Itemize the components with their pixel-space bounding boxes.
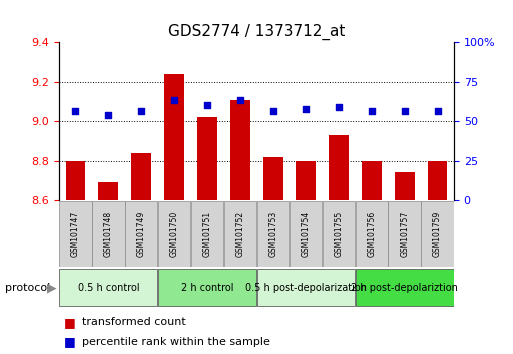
Text: GSM101754: GSM101754	[301, 211, 310, 257]
Text: GSM101759: GSM101759	[433, 211, 442, 257]
Point	[203, 103, 211, 108]
Text: 0.5 h post-depolarization: 0.5 h post-depolarization	[245, 282, 367, 293]
Text: GSM101752: GSM101752	[235, 211, 245, 257]
Bar	[125, 201, 157, 267]
Text: GSM101751: GSM101751	[203, 211, 212, 257]
Bar	[362, 161, 382, 200]
Point	[269, 109, 277, 114]
Point	[334, 105, 343, 110]
Point	[368, 109, 376, 114]
Text: 2 h control: 2 h control	[181, 282, 233, 293]
Bar	[290, 201, 322, 267]
Text: percentile rank within the sample: percentile rank within the sample	[82, 337, 270, 347]
Text: GSM101753: GSM101753	[268, 211, 278, 257]
Bar	[428, 161, 447, 200]
Text: ■: ■	[64, 335, 76, 348]
Point	[302, 107, 310, 112]
Bar	[224, 201, 256, 267]
Bar	[158, 269, 256, 306]
Bar	[388, 201, 421, 267]
Bar	[257, 201, 289, 267]
Bar	[131, 153, 151, 200]
Point	[71, 109, 80, 114]
Point	[236, 97, 244, 102]
Point	[401, 109, 409, 114]
Text: ▶: ▶	[47, 281, 56, 294]
Bar	[98, 182, 118, 200]
Text: GSM101757: GSM101757	[400, 211, 409, 257]
Bar	[356, 269, 453, 306]
Bar	[329, 135, 349, 200]
Text: GSM101747: GSM101747	[71, 211, 80, 257]
Text: transformed count: transformed count	[82, 317, 186, 327]
Bar	[421, 201, 453, 267]
Title: GDS2774 / 1373712_at: GDS2774 / 1373712_at	[168, 23, 345, 40]
Text: 0.5 h control: 0.5 h control	[77, 282, 139, 293]
Point	[137, 109, 145, 114]
Bar	[356, 201, 388, 267]
Bar	[323, 201, 355, 267]
Bar	[257, 269, 355, 306]
Bar	[60, 269, 157, 306]
Bar	[164, 74, 184, 200]
Bar	[296, 161, 315, 200]
Bar	[158, 201, 190, 267]
Bar	[66, 161, 85, 200]
Text: GSM101756: GSM101756	[367, 211, 376, 257]
Bar	[230, 99, 250, 200]
Text: 2 h post-depolariztion: 2 h post-depolariztion	[351, 282, 458, 293]
Bar	[394, 172, 415, 200]
Text: GSM101755: GSM101755	[334, 211, 343, 257]
Text: GSM101750: GSM101750	[170, 211, 179, 257]
Text: GSM101749: GSM101749	[137, 211, 146, 257]
Bar	[60, 201, 92, 267]
Text: GSM101748: GSM101748	[104, 211, 113, 257]
Bar	[92, 201, 125, 267]
Text: ■: ■	[64, 316, 76, 329]
Bar	[197, 117, 217, 200]
Point	[170, 97, 179, 102]
Point	[433, 109, 442, 114]
Bar	[191, 201, 223, 267]
Point	[104, 113, 112, 118]
Bar	[263, 157, 283, 200]
Text: protocol: protocol	[5, 282, 50, 293]
